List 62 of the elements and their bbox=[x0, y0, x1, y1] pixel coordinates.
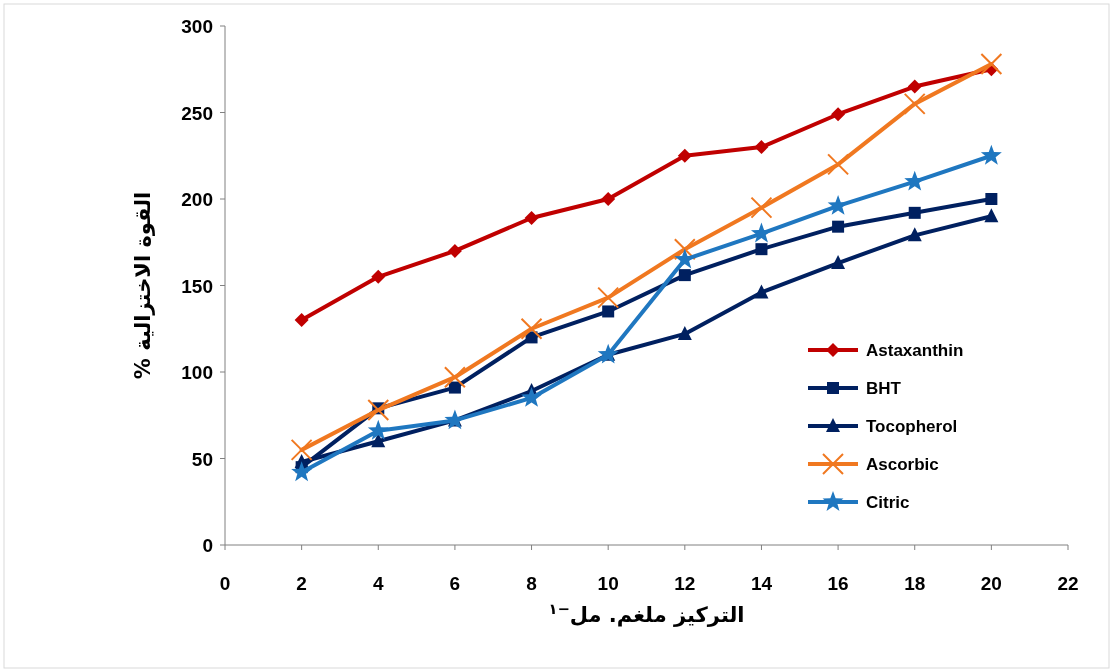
y-tick-label: 300 bbox=[181, 16, 213, 37]
y-tick-label: 0 bbox=[202, 535, 213, 556]
legend-label: Tocopherol bbox=[866, 417, 958, 436]
point bbox=[907, 79, 922, 94]
x-tick-label: 12 bbox=[674, 573, 696, 594]
x-tick-label: 16 bbox=[827, 573, 849, 594]
x-tick-label: 4 bbox=[372, 573, 384, 594]
x-tick-label: 8 bbox=[526, 573, 537, 594]
point bbox=[367, 399, 390, 422]
x-tick-label: 18 bbox=[904, 573, 926, 594]
legend-label: BHT bbox=[866, 379, 902, 398]
point bbox=[602, 305, 615, 318]
point bbox=[908, 206, 921, 219]
point bbox=[985, 193, 998, 205]
y-tick-label: 250 bbox=[181, 102, 213, 124]
point bbox=[755, 243, 768, 256]
legend-label: Astaxanthin bbox=[866, 341, 964, 360]
point bbox=[678, 269, 691, 282]
point bbox=[443, 366, 466, 389]
point bbox=[371, 433, 386, 448]
x-tick-label: 2 bbox=[296, 573, 307, 594]
point bbox=[907, 227, 922, 242]
point bbox=[984, 208, 999, 223]
x-tick-label: 14 bbox=[750, 573, 773, 594]
point bbox=[677, 325, 692, 340]
x-tick-label: 22 bbox=[1057, 573, 1079, 594]
point bbox=[832, 220, 845, 233]
point bbox=[294, 313, 309, 328]
y-tick-label: 150 bbox=[181, 275, 213, 297]
point bbox=[597, 286, 620, 309]
point bbox=[447, 243, 462, 258]
x-axis-title: التركيز ملغم. مل$^{−١}$ bbox=[548, 599, 745, 627]
y-tick-label: 100 bbox=[181, 362, 213, 383]
point bbox=[520, 317, 543, 340]
legend-label: Citric bbox=[866, 493, 910, 512]
point bbox=[524, 211, 539, 226]
point bbox=[903, 92, 926, 115]
point bbox=[601, 192, 616, 206]
point bbox=[521, 386, 543, 407]
x-tick-label: 10 bbox=[597, 573, 619, 594]
point bbox=[597, 343, 619, 364]
point bbox=[754, 140, 769, 155]
y-tick-label: 50 bbox=[191, 448, 213, 470]
y-tick-label: 200 bbox=[181, 189, 213, 210]
point bbox=[980, 144, 1002, 165]
x-tick-label: 0 bbox=[219, 573, 231, 594]
y-axis-title: القوة الاختزالية % bbox=[131, 191, 155, 380]
x-tick-label: 6 bbox=[449, 573, 461, 594]
point bbox=[371, 269, 386, 284]
point bbox=[750, 196, 773, 219]
point bbox=[677, 148, 692, 163]
point bbox=[754, 284, 769, 299]
point bbox=[290, 438, 313, 461]
point bbox=[367, 419, 389, 440]
point bbox=[831, 107, 846, 122]
legend-label: Ascorbic bbox=[866, 455, 939, 474]
x-tick-label: 20 bbox=[980, 573, 1002, 594]
point bbox=[831, 255, 846, 270]
point bbox=[980, 53, 1003, 76]
point bbox=[750, 222, 772, 243]
point bbox=[827, 153, 850, 176]
point bbox=[448, 381, 461, 394]
